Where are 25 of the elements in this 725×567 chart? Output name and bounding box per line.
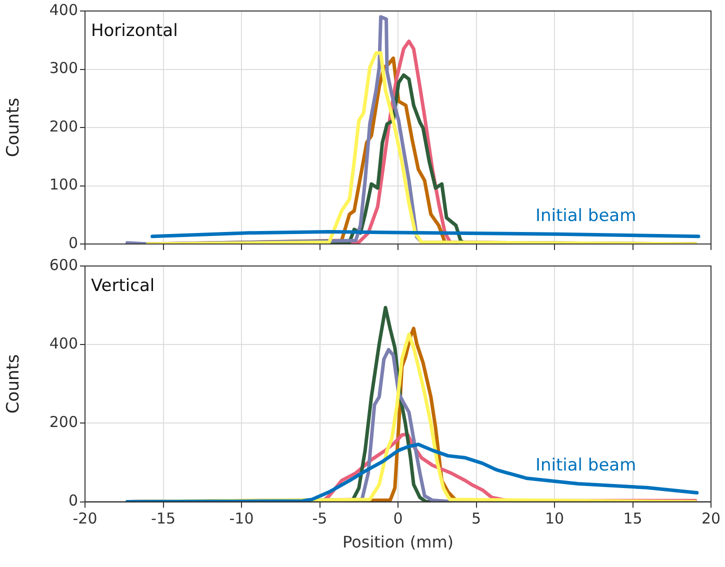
x-tick-label: 10	[544, 510, 564, 528]
x-tick-label: 5	[471, 510, 482, 528]
y-tick-label: 200	[49, 413, 78, 432]
y-tick-label: 400	[49, 0, 78, 19]
x-tick-label: 15	[623, 510, 642, 528]
y-tick-label: 400	[49, 334, 78, 352]
series-label: Initial beam	[535, 206, 636, 226]
x-tick-label: -5	[312, 510, 328, 528]
x-tick-label: 20	[701, 510, 721, 528]
y-tick-label: 0	[68, 234, 78, 252]
y-axis-title: Counts	[4, 98, 24, 158]
x-tick-label: -20	[72, 510, 98, 528]
y-tick-label: 300	[49, 59, 78, 78]
x-axis-title: Position (mm)	[342, 532, 454, 552]
text: Horizontal	[91, 20, 178, 41]
y-axis-title: Counts	[4, 354, 24, 414]
y-tick-label: 200	[49, 117, 78, 136]
x-tick-label: 0	[393, 510, 403, 528]
x-tick-label: -15	[151, 510, 176, 528]
y-tick-label: 600	[49, 256, 78, 274]
series-label: Initial beam	[535, 456, 636, 476]
text: Vertical	[91, 276, 155, 296]
y-tick-label: 0	[68, 492, 78, 510]
y-tick-label: 100	[49, 176, 78, 194]
x-tick-label: -10	[229, 510, 254, 528]
